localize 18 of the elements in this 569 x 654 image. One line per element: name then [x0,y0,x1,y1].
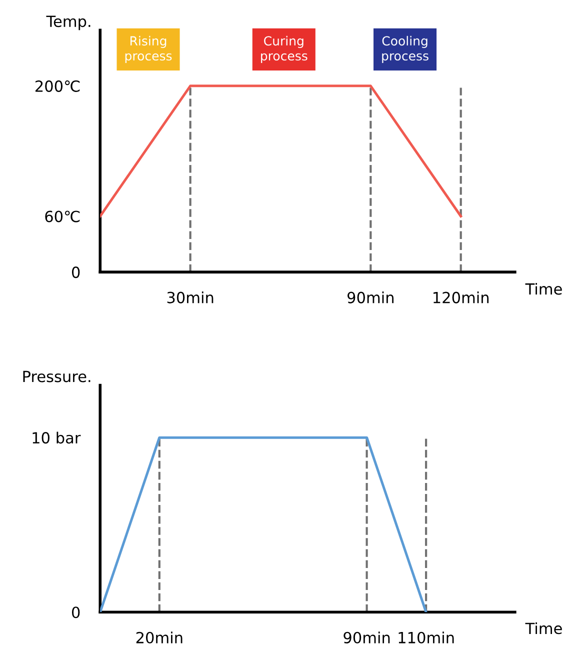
y-tick-label: 60℃ [45,210,80,222]
x-axis-title: Time [525,622,562,634]
y-tick-label: 0 [72,266,80,278]
x-tick-label: 110min [398,632,454,644]
x-tick-label: 120min [434,292,489,304]
x-tick-label: 30min [167,292,214,304]
y-axis-title: Pressure. [23,370,90,382]
annotation: Curing process [261,36,308,63]
y-tick-label: 200℃ [36,80,80,92]
x-tick-label: 90min [348,292,394,304]
x-tick-label: 20min [136,632,182,644]
x-tick-label: 90min [344,632,390,644]
y-axis-title: Temp. [46,16,90,30]
y-tick-label: 0 [72,606,80,618]
annotation: Cooling process [382,36,428,63]
y-tick-label: 10 bar [32,432,81,444]
annotation: Rising process [125,36,172,63]
x-axis-title: Time [525,282,562,295]
